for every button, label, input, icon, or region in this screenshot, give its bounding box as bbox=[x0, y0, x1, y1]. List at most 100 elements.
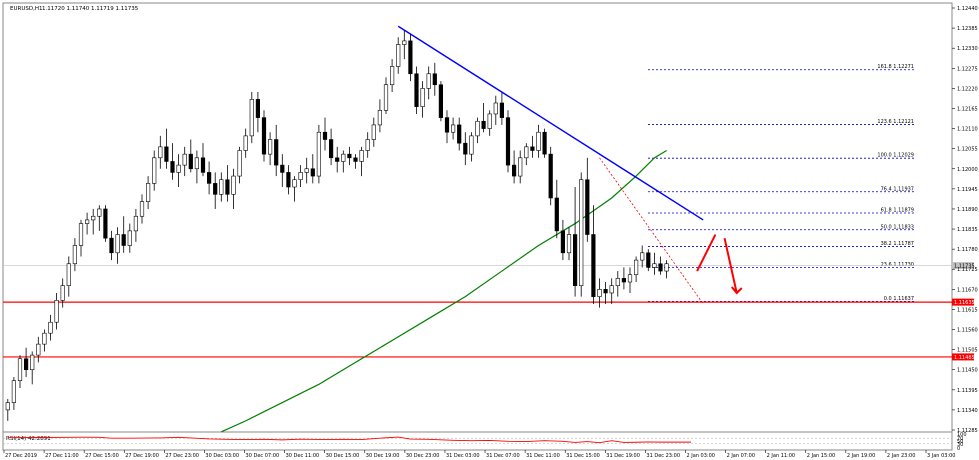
candle-body bbox=[658, 263, 663, 272]
forecast-arrow-down bbox=[723, 237, 743, 295]
candle-body bbox=[54, 299, 59, 323]
candle bbox=[310, 154, 315, 184]
candle bbox=[97, 205, 102, 231]
fib-level-label: 61.8 1.11879 bbox=[881, 207, 914, 213]
candle-body bbox=[585, 179, 590, 235]
candle bbox=[139, 194, 145, 224]
candle bbox=[237, 146, 242, 184]
time-tick-label: 31 Dec 19:00 bbox=[606, 453, 640, 459]
candle-body bbox=[627, 274, 633, 283]
candle-body bbox=[115, 234, 120, 254]
time-tick-label: 31 Dec 11:00 bbox=[526, 453, 560, 459]
candle bbox=[42, 329, 47, 352]
candle bbox=[530, 135, 535, 158]
candle-body bbox=[207, 172, 212, 184]
candle bbox=[341, 150, 346, 173]
price-tick-label: 1.12275 bbox=[957, 66, 978, 72]
candle bbox=[280, 154, 285, 188]
candle bbox=[255, 92, 261, 133]
current-price-label: 1.11735 bbox=[954, 264, 975, 270]
candle bbox=[505, 110, 511, 173]
candle bbox=[200, 143, 206, 177]
price-tick-label: 1.12110 bbox=[957, 127, 978, 133]
candle bbox=[511, 150, 517, 184]
rsi-tick-label: 100 bbox=[957, 432, 967, 438]
arrow-shaft bbox=[696, 234, 717, 272]
price-tick-label: 1.11890 bbox=[957, 207, 978, 213]
candle bbox=[66, 256, 71, 297]
candle bbox=[371, 117, 376, 147]
candle bbox=[560, 219, 565, 261]
candle bbox=[146, 176, 151, 209]
candle-body bbox=[481, 120, 486, 129]
price-tick-label: 1.12440 bbox=[957, 6, 978, 12]
candle-body bbox=[664, 263, 669, 272]
candle-body bbox=[225, 179, 230, 195]
candle bbox=[646, 249, 651, 272]
candle bbox=[615, 271, 620, 297]
candle bbox=[518, 150, 523, 184]
candle bbox=[30, 351, 35, 385]
price-tick-label: 1.11615 bbox=[957, 307, 978, 313]
candle bbox=[164, 128, 169, 169]
price-tick-label: 1.12055 bbox=[957, 147, 978, 153]
candle bbox=[566, 227, 572, 261]
candle-body bbox=[78, 223, 84, 246]
candle bbox=[335, 146, 340, 173]
candle-body bbox=[646, 252, 651, 268]
price-tick-label: 1.11945 bbox=[957, 187, 978, 193]
candle-body bbox=[316, 131, 322, 177]
candle-body bbox=[530, 146, 535, 151]
candle-body bbox=[548, 153, 553, 199]
candle bbox=[621, 267, 626, 290]
time-tick-label: 2 Jan 11:00 bbox=[767, 453, 795, 459]
candle bbox=[322, 117, 328, 151]
candle-body bbox=[267, 139, 273, 155]
bearish-trendline bbox=[397, 25, 704, 221]
candle-body bbox=[572, 234, 578, 286]
fibonacci-levels: 161.8 1.12271 123.6 1.12121 100.0 1.12029 7… bbox=[599, 64, 916, 305]
rsi-tick-label: 70 bbox=[957, 436, 963, 442]
candle-body bbox=[432, 73, 437, 86]
candle-body bbox=[66, 263, 71, 286]
candle-body bbox=[383, 84, 389, 111]
candle bbox=[487, 110, 492, 136]
candle bbox=[170, 143, 175, 180]
candle bbox=[365, 132, 370, 158]
price-tick-label: 1.11780 bbox=[957, 247, 978, 253]
candle bbox=[11, 377, 17, 410]
candle-body bbox=[182, 153, 187, 166]
candle bbox=[463, 132, 468, 166]
candle-body bbox=[200, 157, 206, 173]
candle-body bbox=[170, 161, 175, 173]
candle-body bbox=[48, 321, 53, 334]
candle-body bbox=[249, 99, 254, 137]
candle-body bbox=[621, 278, 626, 283]
candle-body bbox=[469, 135, 474, 155]
candle bbox=[640, 245, 645, 268]
time-tick-label: 27 Dec 15:00 bbox=[85, 453, 119, 459]
candle bbox=[347, 146, 352, 166]
candle-body bbox=[261, 117, 267, 155]
time-tick-label: 27 Dec 2019 bbox=[5, 453, 37, 459]
candle bbox=[383, 77, 389, 114]
candle-body bbox=[615, 278, 620, 286]
arrow-head bbox=[730, 286, 743, 295]
candle-body bbox=[36, 343, 41, 356]
candle-body bbox=[328, 139, 334, 159]
trendlines bbox=[397, 25, 704, 221]
candle-body bbox=[438, 84, 444, 118]
candle-body bbox=[60, 285, 65, 301]
price-tick-label: 1.11560 bbox=[957, 328, 978, 334]
candle-body bbox=[359, 150, 364, 162]
candle-body bbox=[377, 110, 383, 126]
time-tick-label: 3 Jan 03:00 bbox=[927, 453, 955, 459]
candle bbox=[36, 336, 41, 363]
candle-body bbox=[524, 146, 529, 159]
candle-body bbox=[633, 259, 639, 276]
candle bbox=[60, 278, 65, 308]
time-tick-label: 31 Dec 15:00 bbox=[566, 453, 600, 459]
candle-body bbox=[609, 285, 614, 294]
candle-body bbox=[213, 183, 218, 195]
